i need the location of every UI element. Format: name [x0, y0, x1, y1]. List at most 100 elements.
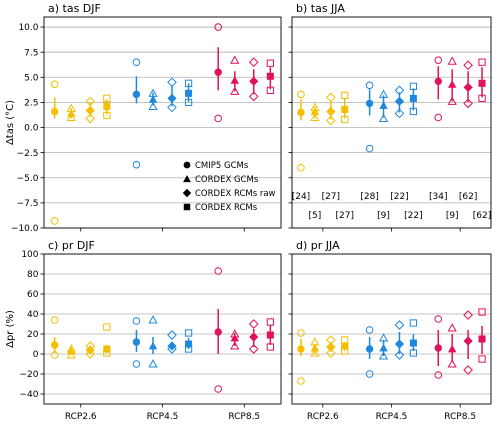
mean-point	[341, 105, 349, 113]
y-tick-label: −10.0	[11, 224, 39, 234]
mean-point	[341, 342, 349, 350]
min-point	[378, 351, 389, 360]
min-point	[50, 351, 59, 359]
mean-point	[148, 341, 158, 350]
mark-RCP8.5-CMIP5 GCMs	[434, 315, 443, 379]
legend-marker	[183, 175, 191, 183]
mark-RCP2.6-CORDEX RCMs	[341, 91, 349, 124]
mark-RCP4.5-CORDEX RCMs raw	[167, 77, 177, 113]
min-point	[325, 115, 336, 126]
max-point	[434, 56, 443, 65]
mark-RCP2.6-CORDEX GCMs	[310, 337, 320, 357]
mark-RCP2.6-CORDEX RCMs raw	[85, 96, 96, 124]
min-point	[297, 377, 305, 385]
min-point	[230, 86, 240, 95]
max-point	[478, 308, 486, 316]
mark-RCP8.5-CMIP5 GCMs	[434, 56, 443, 122]
y-tick-label: 20	[27, 330, 39, 340]
y-tick-label: 2.5	[24, 99, 38, 109]
panel-c: −40 −20 0 20 40 60 80 100 RCP2.6 RCP4.5 RCP8.5 c) p…	[5, 239, 282, 422]
mean-point	[230, 76, 240, 84]
min-point	[463, 365, 473, 375]
x-tick-label: RCP4.5	[376, 412, 408, 422]
mean-point	[167, 341, 177, 351]
mark-RCP2.6-CORDEX GCMs	[66, 344, 76, 359]
mean-point	[85, 105, 95, 116]
mark-RCP4.5-CORDEX GCMs	[148, 88, 158, 110]
legend-label: CORDEX RCMs	[195, 203, 258, 213]
max-point	[409, 319, 418, 327]
x-tick-label: RCP2.6	[307, 412, 339, 422]
legend-label: CORDEX GCMs	[195, 175, 259, 185]
mean-point	[50, 341, 59, 349]
min-point	[50, 217, 59, 225]
mark-RCP2.6-CMIP5 GCMs	[297, 329, 305, 385]
max-point	[103, 94, 111, 103]
mean-point	[230, 333, 240, 342]
min-point	[447, 96, 457, 105]
y-tick-label: 0.0	[24, 124, 39, 134]
mark-RCP2.6-CORDEX RCMs	[103, 323, 111, 357]
panel-d: RCP2.6 RCP4.5 RCP8.5 d) pr JJA	[288, 239, 492, 422]
panel-b: b) tas JJA	[288, 2, 492, 232]
max-point	[248, 57, 259, 68]
mean-point	[434, 344, 442, 352]
mark-RCP2.6-CORDEX RCMs raw	[325, 335, 336, 358]
legend: CMIP5 GCMs CORDEX GCMs CORDEX RCMs raw CORD…	[182, 161, 276, 213]
min-point	[478, 355, 486, 363]
x-tick-label: RCP2.6	[65, 412, 97, 422]
y-tick-label: 5.0	[24, 73, 39, 83]
mean-point	[379, 343, 388, 352]
mean-point	[478, 335, 486, 343]
max-point	[409, 82, 418, 90]
min-point	[214, 385, 222, 393]
max-point	[266, 59, 274, 67]
mean-point	[67, 109, 76, 117]
mark-RCP8.5-CORDEX RCMs	[478, 58, 486, 103]
min-point	[148, 359, 158, 368]
mean-point	[185, 340, 193, 348]
y-tick-label: 10.0	[18, 23, 38, 33]
min-point	[66, 112, 76, 122]
min-point	[434, 371, 443, 379]
mark-RCP4.5-CORDEX RCMs raw	[394, 320, 405, 360]
min-point	[103, 111, 111, 120]
mark-RCP2.6-CORDEX RCMs	[341, 336, 349, 355]
mark-RCP2.6-CMIP5 GCMs	[50, 80, 59, 225]
panel-frame	[43, 253, 282, 405]
mark-RCP8.5-CORDEX RCMs raw	[248, 319, 259, 354]
mean-point	[249, 332, 259, 342]
max-point	[132, 317, 141, 325]
mark-RCP4.5-CORDEX RCMs	[409, 82, 418, 116]
max-point	[214, 267, 222, 275]
min-point	[132, 360, 141, 368]
mean-point	[394, 339, 405, 349]
min-point	[85, 113, 96, 124]
mark-RCP4.5-CMIP5 GCMs	[132, 58, 141, 169]
max-point	[463, 310, 473, 320]
mark-RCP4.5-CMIP5 GCMs	[365, 326, 374, 378]
mark-RCP4.5-CORDEX RCMs raw	[167, 330, 177, 354]
mark-RCP8.5-CORDEX RCMs	[266, 59, 274, 94]
panel-title: b) tas JJA	[296, 2, 345, 15]
y-axis-label: Δpr (%)	[5, 310, 16, 348]
mean-point	[326, 106, 336, 117]
count-label: [5]	[309, 211, 322, 221]
y-tick-label: −40	[20, 390, 39, 400]
mark-RCP4.5-CMIP5 GCMs	[365, 81, 374, 153]
y-tick-label: −20	[20, 370, 39, 380]
max-point	[365, 326, 374, 334]
min-point	[85, 349, 96, 359]
max-point	[266, 318, 274, 326]
mark-RCP8.5-CMIP5 GCMs	[214, 267, 222, 393]
min-point	[148, 101, 158, 110]
mark-RCP2.6-CORDEX GCMs	[310, 102, 320, 122]
legend-marker	[183, 203, 191, 211]
mean-point	[409, 94, 417, 102]
mark-RCP8.5-CORDEX GCMs	[447, 323, 457, 368]
max-point	[478, 58, 486, 66]
max-point	[167, 330, 177, 340]
mean-point	[379, 101, 388, 109]
panel-title: d) pr JJA	[296, 239, 340, 252]
mean-point	[249, 76, 259, 86]
